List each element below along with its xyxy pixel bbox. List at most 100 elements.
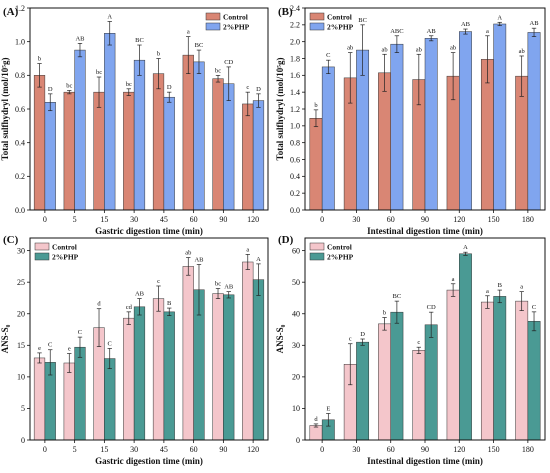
significance-label: a	[246, 246, 249, 253]
legend-label: 2%PHP	[223, 23, 250, 32]
bar	[74, 49, 86, 211]
bar	[63, 362, 75, 441]
x-tick-label: 30	[130, 215, 138, 224]
x-tick-label: 5	[73, 215, 77, 224]
y-tick-label: 30	[17, 246, 25, 255]
significance-label: e	[68, 346, 71, 353]
y-tick-label: 25	[17, 278, 25, 287]
y-tick-label: 1.0	[15, 37, 25, 46]
bar	[378, 72, 391, 211]
bar	[163, 96, 175, 211]
significance-label: C	[326, 52, 330, 59]
legend-swatch	[309, 242, 325, 251]
significance-label: b	[383, 310, 386, 317]
significance-label: ABC	[390, 28, 403, 35]
bar	[252, 279, 265, 441]
significance-label: D	[48, 86, 53, 93]
x-tick-label: 180	[522, 215, 534, 224]
significance-label: BC	[358, 17, 367, 24]
x-tick-label: 0	[43, 215, 47, 224]
x-tick-label: 150	[488, 215, 500, 224]
y-tick-label: 2.4	[290, 4, 300, 13]
y-tick-label: 20	[17, 310, 25, 319]
y-tick-label: 1.4	[290, 88, 300, 97]
significance-label: bc	[126, 81, 132, 88]
y-axis-label: ANS-S₀	[0, 324, 10, 353]
significance-label: C	[78, 329, 82, 336]
bar	[212, 78, 224, 211]
x-tick-label: 30	[352, 215, 360, 224]
bar	[104, 33, 116, 211]
significance-label: b	[38, 56, 41, 63]
panel-1: (A)0.00.20.40.60.81.01.2bbcbcbcbabccDABA…	[0, 4, 269, 236]
bar	[493, 23, 507, 211]
bar	[493, 296, 507, 441]
bar	[182, 266, 194, 441]
bar	[223, 294, 235, 441]
bar	[33, 357, 46, 441]
significance-label: ab	[519, 48, 525, 55]
significance-label: e	[38, 345, 41, 352]
bar	[390, 311, 404, 441]
bar	[309, 425, 323, 441]
x-tick-label: 60	[190, 215, 198, 224]
significance-label: c	[349, 336, 352, 343]
y-tick-label: 0.4	[15, 138, 25, 147]
significance-label: A	[497, 14, 502, 21]
panel-2: (B) 0.0 0.2 0.4 0.6 0.8 1.0 1.2 1.4 1.6 1.8 2.0 2.2 2…	[275, 4, 546, 236]
y-tick-label: 1.0	[290, 122, 300, 131]
legend-label: 2%PHP	[327, 23, 354, 32]
legend-label: Control	[327, 243, 352, 252]
y-tick-label: 0.0	[15, 206, 25, 215]
bar	[104, 358, 116, 441]
bar	[223, 83, 235, 211]
legend-swatch	[34, 252, 50, 261]
significance-label: d	[314, 416, 318, 423]
bar	[123, 91, 135, 211]
bar	[44, 102, 56, 211]
y-tick-label: 0.8	[15, 71, 25, 80]
x-tick-label: 120	[453, 215, 465, 224]
bar	[356, 341, 370, 441]
plot-frame	[304, 237, 546, 441]
significance-label: AB	[135, 291, 145, 298]
significance-label: b	[157, 51, 160, 58]
bar	[152, 298, 165, 441]
plot-frame	[29, 237, 269, 441]
significance-label: AB	[461, 21, 471, 28]
x-tick-label: 120	[453, 445, 465, 454]
significance-label: A	[463, 244, 468, 251]
legend-label: 2%PHP	[52, 253, 79, 262]
significance-label: BC	[135, 37, 144, 44]
bar	[163, 311, 175, 441]
significance-label: bc	[96, 69, 102, 76]
bar	[412, 350, 426, 441]
significance-label: c	[157, 278, 160, 285]
x-tick-label: 45	[160, 215, 168, 224]
legend-swatch	[34, 242, 50, 251]
bar	[446, 289, 460, 441]
significance-label: ab	[450, 45, 456, 52]
significance-label: B	[167, 300, 172, 307]
bar	[459, 253, 472, 441]
y-tick-label: 5	[21, 404, 25, 413]
x-tick-label: 30	[130, 445, 138, 454]
significance-label: d	[97, 301, 101, 308]
bar	[390, 43, 404, 211]
significance-label: a	[187, 29, 190, 36]
x-tick-label: 0	[320, 445, 324, 454]
y-tick-label: 0.6	[15, 105, 25, 114]
y-axis-label: ANS-S₀	[275, 324, 285, 353]
x-tick-label: 90	[219, 215, 227, 224]
y-tick-label: 0.2	[290, 189, 300, 198]
bar	[212, 293, 224, 441]
y-tick-label: 40	[292, 310, 300, 319]
significance-label: ab	[416, 46, 422, 53]
y-tick-label: 0.8	[290, 138, 300, 147]
x-tick-label: 90	[219, 445, 227, 454]
legend-swatch	[205, 12, 221, 21]
y-tick-label: 0.4	[290, 172, 300, 181]
y-tick-label: 1.2	[15, 4, 25, 13]
significance-label: AB	[427, 28, 437, 35]
